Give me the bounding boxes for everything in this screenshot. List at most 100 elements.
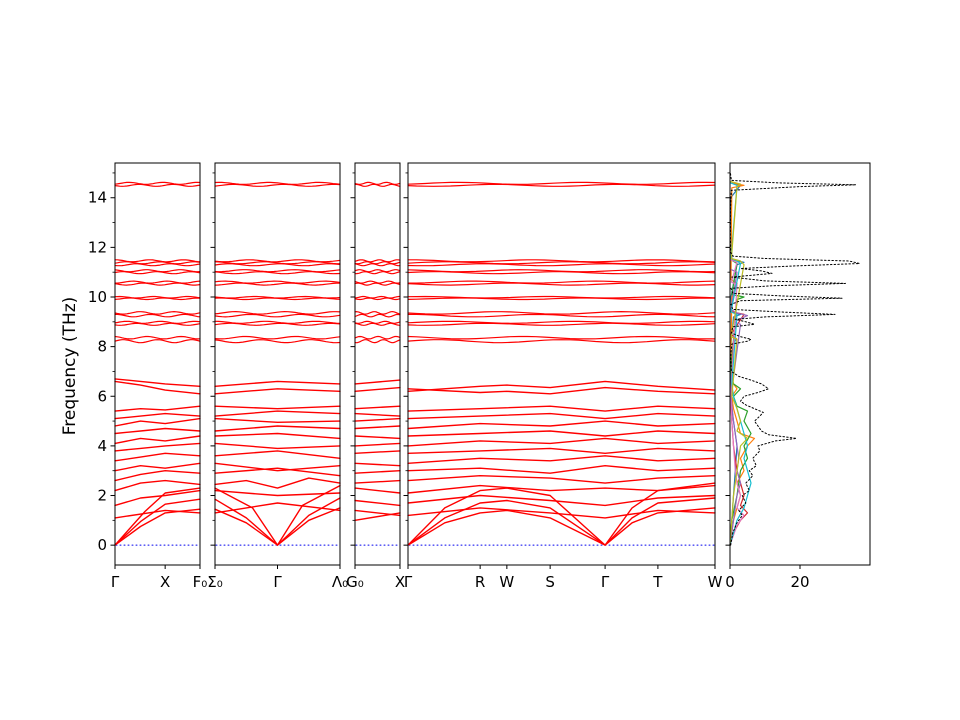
phonon-band-flat xyxy=(114,295,201,299)
phonon-band-flat xyxy=(354,261,401,265)
phonon-band xyxy=(114,479,201,492)
phonon-band xyxy=(214,477,341,489)
phonon-band-flat xyxy=(354,297,401,301)
phonon-band xyxy=(407,430,716,437)
phonon-band-flat xyxy=(214,335,341,340)
y-tick-label: 12 xyxy=(88,238,107,256)
phonon-band xyxy=(407,455,716,464)
phonon-band-flat xyxy=(407,313,716,318)
phonon-band-flat xyxy=(407,335,716,340)
phonon-band-flat xyxy=(114,335,201,340)
kpoint-label: W xyxy=(499,573,514,591)
phonon-band xyxy=(214,484,341,546)
phonon-band xyxy=(214,410,341,417)
phonon-band xyxy=(114,442,201,452)
phonon-band xyxy=(114,378,201,387)
phonon-band xyxy=(214,450,341,459)
phonon-band-flat xyxy=(114,269,201,273)
kpoint-label: T xyxy=(652,573,663,591)
y-tick-label: 2 xyxy=(97,487,107,505)
phonon-band-flat xyxy=(114,183,201,187)
phonon-band xyxy=(214,502,341,514)
phonon-band-flat xyxy=(354,295,401,299)
phonon-band xyxy=(407,465,716,474)
partial-dos-curve xyxy=(729,259,745,546)
y-tick-label: 6 xyxy=(97,387,107,405)
phonon-band xyxy=(354,442,401,447)
phonon-band-flat xyxy=(214,183,341,187)
phonon-band xyxy=(114,412,201,420)
phonon-band xyxy=(407,482,716,494)
kpoint-label: W xyxy=(708,573,723,591)
phonon-band-flat xyxy=(114,297,201,301)
kpoint-label: X xyxy=(395,573,405,591)
phonon-band xyxy=(214,497,341,546)
phonon-band-flat xyxy=(354,259,401,263)
kpoint-label: Σ₀ xyxy=(207,573,223,591)
phonon-band xyxy=(354,417,401,422)
phonon-band xyxy=(354,405,401,410)
dos-tick-label: 0 xyxy=(725,573,735,591)
phonon-band xyxy=(114,380,201,395)
axes-frame xyxy=(214,162,341,566)
phonon-band xyxy=(114,452,201,462)
phonon-band xyxy=(407,420,716,430)
kpoint-label: S xyxy=(545,573,555,591)
kpoint-label: Λ₀ xyxy=(332,573,348,591)
phonon-band xyxy=(114,462,201,472)
y-tick-label: 0 xyxy=(97,536,107,554)
phonon-band xyxy=(214,442,341,450)
phonon-band xyxy=(407,437,716,447)
partial-dos-curve xyxy=(729,181,749,546)
phonon-band-flat xyxy=(407,263,716,267)
phonon-band xyxy=(407,405,716,412)
phonon-band xyxy=(114,417,201,427)
phonon-band-flat xyxy=(114,181,201,185)
phonon-band-flat xyxy=(114,280,201,284)
axes-frame xyxy=(354,162,401,566)
phonon-band-flat xyxy=(354,311,401,315)
phonon-band-flat xyxy=(407,282,716,286)
phonon-band-flat xyxy=(114,263,201,267)
phonon-band xyxy=(407,447,716,454)
phonon-band-flat xyxy=(214,295,341,299)
kpoint-label: Γ xyxy=(273,573,282,591)
total-dos-curve xyxy=(729,172,860,546)
phonon-band xyxy=(354,512,401,521)
phonon-band-flat xyxy=(407,261,716,265)
phonon-band xyxy=(114,435,201,445)
phonon-band-flat xyxy=(214,320,341,324)
partial-dos-curve xyxy=(729,259,752,546)
phonon-band xyxy=(354,462,401,467)
phonon-band xyxy=(214,380,341,387)
phonon-band xyxy=(407,380,716,392)
phonon-band xyxy=(407,412,716,420)
phonon-band-flat xyxy=(407,269,716,273)
phonon-band xyxy=(114,470,201,482)
phonon-band-flat xyxy=(354,339,401,344)
y-tick-label: 8 xyxy=(97,338,107,356)
phonon-band xyxy=(407,386,716,395)
phonon-band-flat xyxy=(214,311,341,315)
phonon-band-flat xyxy=(214,282,341,286)
phonon-band xyxy=(114,498,201,546)
kpoint-label: R xyxy=(475,573,485,591)
y-tick-label: 14 xyxy=(88,189,107,207)
kpoint-label: X xyxy=(160,573,170,591)
y-tick-label: 10 xyxy=(88,288,107,306)
phonon-band-flat xyxy=(407,311,716,315)
phonon-band xyxy=(407,497,716,546)
phonon-band xyxy=(214,425,341,432)
phonon-band xyxy=(114,508,201,546)
kpoint-label: Γ xyxy=(111,573,120,591)
phonon-band-flat xyxy=(354,335,401,340)
phonon-band xyxy=(214,388,341,395)
phonon-band xyxy=(214,489,341,497)
phonon-band-flat xyxy=(114,282,201,286)
phonon-band-flat xyxy=(214,259,341,263)
axes-frame xyxy=(407,162,716,566)
dos-tick-label: 20 xyxy=(790,573,809,591)
phonon-band-flat xyxy=(214,339,341,344)
